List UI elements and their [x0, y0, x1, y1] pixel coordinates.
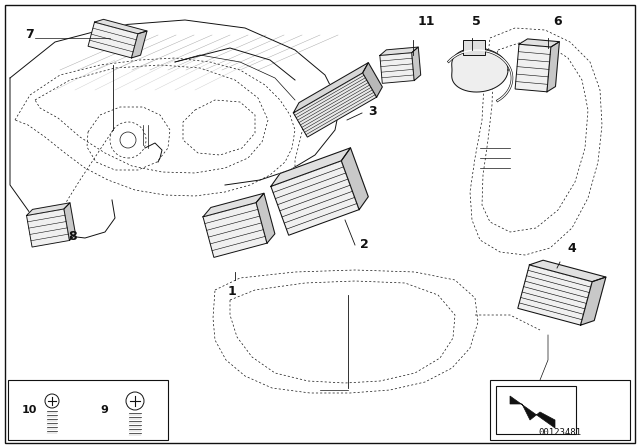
Text: 8: 8	[68, 230, 77, 243]
Bar	[271, 161, 359, 235]
Polygon shape	[95, 19, 147, 34]
Polygon shape	[580, 277, 606, 325]
Polygon shape	[452, 48, 508, 92]
Polygon shape	[131, 31, 147, 58]
Bar	[463, 40, 485, 55]
Polygon shape	[510, 396, 555, 428]
Polygon shape	[256, 193, 275, 243]
Bar	[203, 202, 267, 258]
Polygon shape	[412, 47, 420, 81]
Polygon shape	[271, 148, 351, 186]
Bar	[293, 73, 377, 137]
Bar	[515, 44, 551, 92]
Bar	[496, 386, 576, 434]
Text: 11: 11	[418, 15, 435, 28]
Bar	[380, 53, 414, 83]
Bar	[518, 265, 592, 325]
Polygon shape	[380, 47, 419, 56]
Polygon shape	[64, 203, 76, 241]
Text: 1: 1	[228, 285, 237, 298]
Text: 4: 4	[567, 242, 576, 255]
Text: 10: 10	[22, 405, 37, 415]
Text: 00123481: 00123481	[538, 428, 582, 437]
Bar	[490, 380, 630, 440]
Polygon shape	[519, 39, 559, 47]
Polygon shape	[26, 203, 70, 215]
Bar	[26, 209, 70, 247]
Polygon shape	[293, 63, 368, 113]
Polygon shape	[203, 193, 264, 217]
Polygon shape	[547, 42, 559, 92]
Polygon shape	[529, 260, 606, 282]
Text: 7: 7	[25, 28, 34, 41]
Polygon shape	[341, 148, 368, 210]
Bar	[8, 380, 168, 440]
Text: 6: 6	[553, 15, 562, 28]
Text: 9: 9	[100, 405, 108, 415]
Polygon shape	[363, 63, 382, 97]
Bar	[88, 22, 138, 58]
Text: 2: 2	[360, 238, 369, 251]
Text: 3: 3	[368, 105, 376, 118]
Text: 5: 5	[472, 15, 481, 28]
